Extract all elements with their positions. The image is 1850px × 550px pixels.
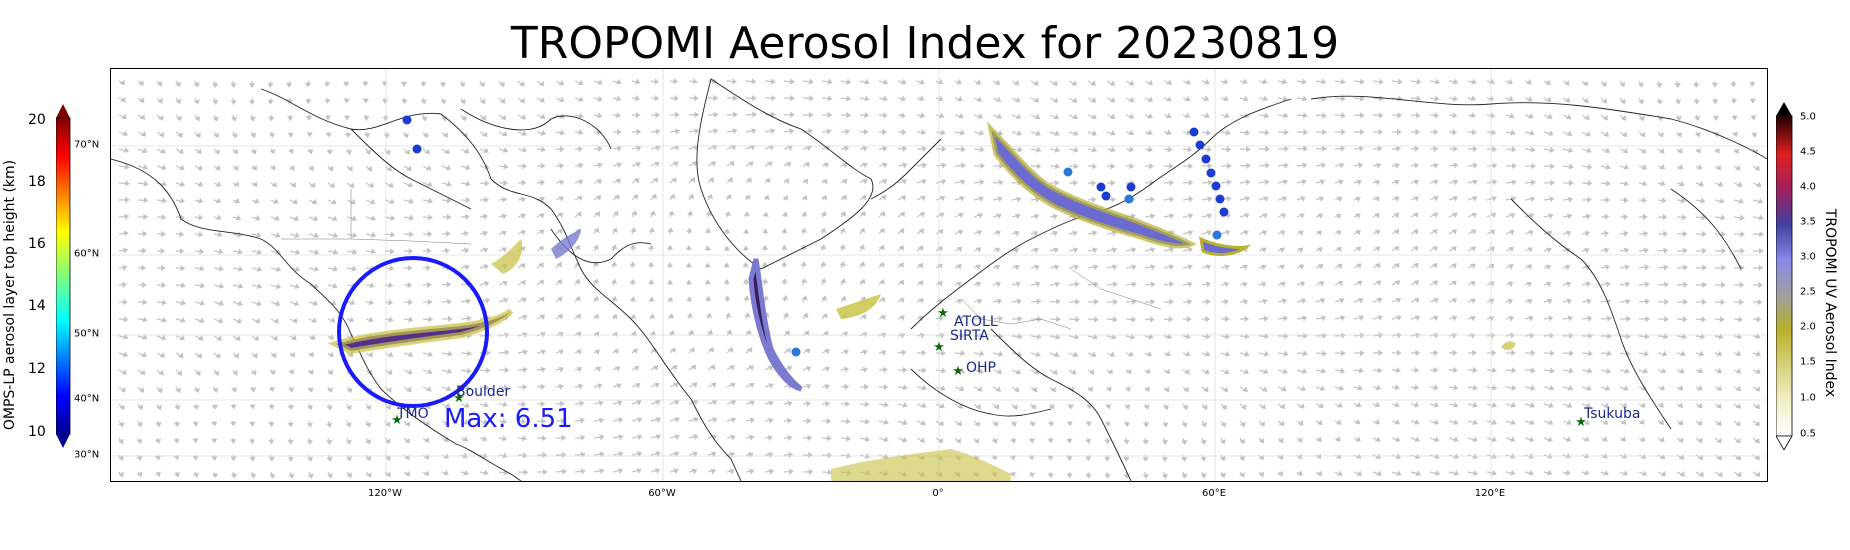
right-cb-tick: 5.0 <box>1800 112 1816 123</box>
max-value-label: Max: 6.51 <box>444 404 573 434</box>
lat-label: 40°N <box>74 394 99 405</box>
left-cb-tick: 10 <box>28 424 46 440</box>
left-cb-tick: 16 <box>28 236 46 252</box>
left-cb-tick: 18 <box>28 174 46 190</box>
right-cb-tick: 4.5 <box>1800 147 1816 158</box>
lat-label: 50°N <box>74 329 99 340</box>
site-label-sirta: SIRTA <box>950 328 989 344</box>
right-colorbar <box>1776 102 1798 450</box>
right-cb-tick: 1.0 <box>1800 393 1816 404</box>
map-panel: ★ ★ ★ ★ ★ ★ <box>110 68 1768 482</box>
figure-title: TROPOMI Aerosol Index for 20230819 <box>0 18 1850 70</box>
lat-label: 70°N <box>74 140 99 151</box>
graticule <box>111 69 1767 481</box>
left-cb-tick: 12 <box>28 361 46 377</box>
map-canvas: ★ ★ ★ ★ ★ ★ <box>111 69 1767 481</box>
lon-label: 120°W <box>368 488 402 499</box>
right-cb-tick: 4.0 <box>1800 182 1816 193</box>
right-cb-tick: 3.5 <box>1800 217 1816 228</box>
lon-label: 60°W <box>648 488 676 499</box>
lon-label: 120°E <box>1475 488 1505 499</box>
svg-text:★: ★ <box>952 364 964 379</box>
site-label-tmo: TMO <box>397 406 429 422</box>
lat-label: 60°N <box>74 249 99 260</box>
svg-text:★: ★ <box>933 340 945 355</box>
site-label-ohp: OHP <box>966 360 996 376</box>
lat-label: 30°N <box>74 450 99 461</box>
right-cb-tick: 3.0 <box>1800 252 1816 263</box>
omps-dots <box>403 116 1229 357</box>
right-cb-tick: 0.5 <box>1800 429 1816 440</box>
site-label-boulder: Boulder <box>456 384 510 400</box>
right-cb-tick: 2.0 <box>1800 322 1816 333</box>
right-cb-tick: 1.5 <box>1800 357 1816 368</box>
right-cb-tick: 2.5 <box>1800 287 1816 298</box>
left-cb-tick: 14 <box>28 298 46 314</box>
svg-text:★: ★ <box>937 306 949 321</box>
site-label-tsukuba: Tsukuba <box>1584 406 1640 422</box>
lon-label: 60°E <box>1202 488 1226 499</box>
lon-label: 0° <box>932 488 943 499</box>
left-cb-tick: 20 <box>28 112 46 128</box>
